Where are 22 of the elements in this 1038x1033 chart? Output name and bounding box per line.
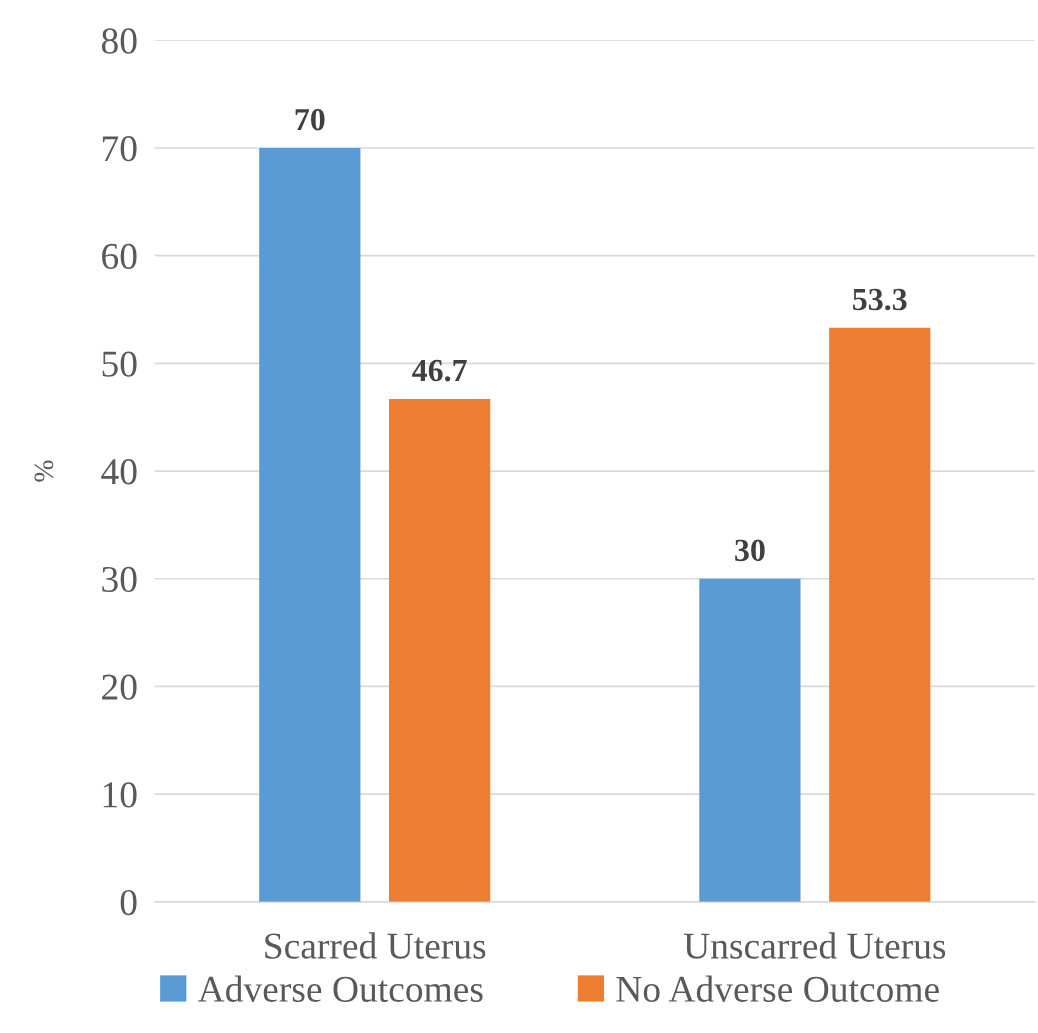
data-label: 46.7: [412, 359, 467, 382]
y-tick-label: 10: [103, 782, 137, 808]
x-tick-label: Scarred Uterus: [265, 932, 486, 959]
y-tick-label: 80: [101, 28, 137, 54]
y-tick-label: 60: [102, 243, 137, 270]
bar: [829, 327, 931, 902]
y-tick-label: 40: [101, 459, 137, 485]
y-axis-title: %: [34, 460, 54, 482]
bar: [259, 147, 361, 902]
bar: [389, 398, 491, 902]
y-tick-label: 70: [102, 136, 137, 162]
data-label: 53.3: [853, 288, 907, 311]
y-tick-label: 20: [102, 674, 137, 700]
legend-label: Adverse Outcomes: [197, 975, 483, 1002]
x-tick-label: Unscarred Uterus: [683, 932, 946, 959]
data-label: 70: [295, 108, 325, 131]
legend-label: No Adverse Outcome: [616, 975, 939, 1002]
data-label: 30: [735, 539, 765, 562]
y-tick-label: 0: [120, 889, 137, 916]
y-tick-label: 50: [102, 351, 137, 377]
bar: [699, 578, 801, 902]
y-tick-label: 30: [102, 566, 137, 593]
